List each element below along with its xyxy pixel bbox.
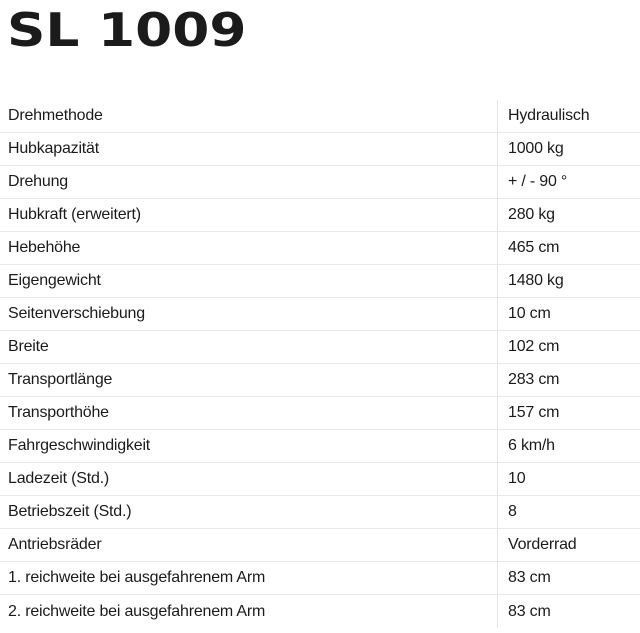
spec-value: 102 cm (497, 331, 640, 363)
spec-value: 10 cm (497, 298, 640, 330)
table-row: Hebehöhe 465 cm (0, 232, 640, 265)
spec-value: 157 cm (497, 397, 640, 429)
spec-label: Breite (8, 338, 49, 355)
table-row: Seitenverschiebung 10 cm (0, 298, 640, 331)
spec-value: 83 cm (497, 562, 640, 594)
spec-table: Drehmethode Hydraulisch Hubkapazität 1000 k… (0, 100, 640, 628)
spec-label: Seitenverschiebung (8, 305, 145, 322)
spec-label: Ladezeit (Std.) (8, 470, 110, 487)
spec-value: 6 km/h (497, 430, 640, 462)
spec-value: 283 cm (497, 364, 640, 396)
table-row: Transportlänge 283 cm (0, 364, 640, 397)
spec-label: Drehmethode (8, 107, 103, 124)
table-row: Hubkraft (erweitert) 280 kg (0, 199, 640, 232)
table-row: Transporthöhe 157 cm (0, 397, 640, 430)
spec-label: Hubkraft (erweitert) (8, 206, 141, 223)
spec-value: 1000 kg (497, 133, 640, 165)
table-row: Drehmethode Hydraulisch (0, 100, 640, 133)
spec-label: Fahrgeschwindigkeit (8, 437, 151, 454)
spec-label: Transportlänge (8, 371, 113, 388)
table-row: Eigengewicht 1480 kg (0, 265, 640, 298)
spec-label: Transporthöhe (8, 404, 109, 421)
table-row: Betriebszeit (Std.) 8 (0, 496, 640, 529)
table-row: Ladezeit (Std.) 10 (0, 463, 640, 496)
spec-label: Betriebszeit (Std.) (8, 503, 132, 520)
spec-value: 83 cm (497, 595, 640, 628)
spec-value: 8 (497, 496, 640, 528)
spec-value: 1480 kg (497, 265, 640, 297)
spec-label: 2. reichweite bei ausgefahrenem Arm (8, 602, 266, 620)
spec-value: + / - 90 ° (497, 166, 640, 198)
spec-value: Hydraulisch (497, 100, 640, 132)
spec-label: Antriebsräder (8, 536, 102, 553)
spec-value: 465 cm (497, 232, 640, 264)
spec-label: Eigengewicht (8, 272, 101, 289)
table-row: Hubkapazität 1000 kg (0, 133, 640, 166)
spec-label: Drehung (8, 173, 68, 190)
table-row: 1. reichweite bei ausgefahrenem Arm 83 cm (0, 562, 640, 595)
table-row: Fahrgeschwindigkeit 6 km/h (0, 430, 640, 463)
spec-label: Hubkapazität (8, 140, 99, 157)
spec-value: 280 kg (497, 199, 640, 231)
page-header: SL 1009 (0, 0, 640, 100)
table-row: Drehung + / - 90 ° (0, 166, 640, 199)
table-row: 2. reichweite bei ausgefahrenem Arm 83 cm (0, 595, 640, 628)
table-row: Breite 102 cm (0, 331, 640, 364)
spec-label: Hebehöhe (8, 239, 81, 256)
page-title: SL 1009 (7, 3, 247, 57)
table-row: Antriebsräder Vorderrad (0, 529, 640, 562)
spec-value: 10 (497, 463, 640, 495)
spec-value: Vorderrad (497, 529, 640, 561)
spec-label: 1. reichweite bei ausgefahrenem Arm (8, 569, 266, 586)
